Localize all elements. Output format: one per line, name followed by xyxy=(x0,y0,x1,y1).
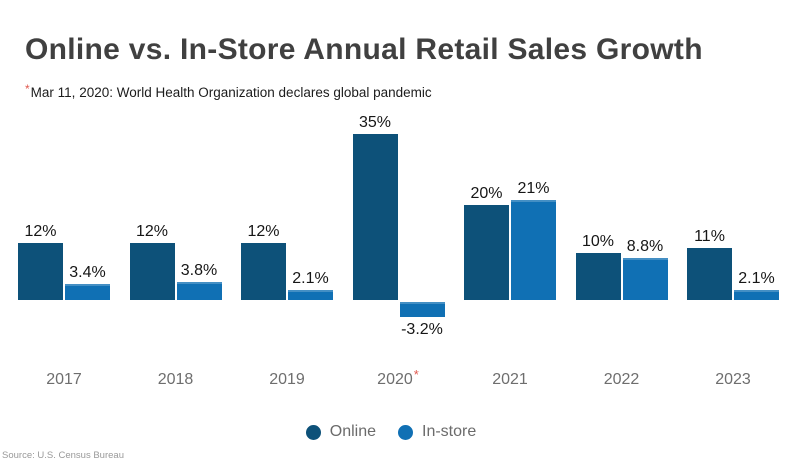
annotation-text: Mar 11, 2020: World Health Organization … xyxy=(30,85,432,100)
bar-online-2021 xyxy=(464,205,509,300)
x-axis-label-2017: 2017 xyxy=(46,371,82,388)
value-label-instore-2020: -3.2% xyxy=(401,321,443,339)
pandemic-annotation: *Mar 11, 2020: World Health Organization… xyxy=(25,82,432,100)
x-axis-label-2023: 2023 xyxy=(715,371,751,388)
x-axis-label-2020: 2020* xyxy=(377,367,419,388)
value-label-instore-2022: 8.8% xyxy=(626,238,664,256)
bar-instore-2021 xyxy=(511,200,556,300)
bar-online-2020 xyxy=(352,134,398,300)
value-label-online-2020: 35% xyxy=(358,114,392,132)
online-legend-dot-icon xyxy=(305,424,321,440)
bar-online-2018 xyxy=(129,243,175,300)
annotation-asterisk: * xyxy=(25,82,30,96)
value-label-online-2022: 10% xyxy=(581,232,615,250)
x-axis-label-2022: 2022 xyxy=(603,371,640,388)
x-axis-label-2019: 2019 xyxy=(269,371,305,388)
value-label-online-2021: 20% xyxy=(470,185,503,203)
bar-online-2019 xyxy=(241,243,286,300)
bar-instore-2017 xyxy=(65,283,110,300)
legend: Online In-store xyxy=(0,421,782,443)
legend-item-instore: In-store xyxy=(398,423,476,441)
instore-legend-dot-icon xyxy=(398,424,413,440)
value-label-online-2019: 12% xyxy=(247,223,280,241)
chart-title: Online vs. In-Store Annual Retail Sales … xyxy=(25,33,703,66)
value-label-online-2017: 12% xyxy=(24,223,57,241)
bar-instore-2020 xyxy=(399,302,445,318)
legend-item-online: Online xyxy=(305,423,376,441)
value-label-instore-2021: 21% xyxy=(517,180,550,198)
value-label-instore-2019: 2.1% xyxy=(292,270,329,288)
value-label-instore-2023: 2.1% xyxy=(738,270,775,288)
x-axis-label-2018: 2018 xyxy=(157,371,194,388)
legend-label-instore: In-store xyxy=(422,423,477,440)
bar-instore-2018 xyxy=(176,281,222,300)
bar-online-2022 xyxy=(575,252,621,300)
bar-online-2023 xyxy=(687,247,732,300)
bar-online-2017 xyxy=(18,243,63,300)
x-label-asterisk: * xyxy=(413,367,419,382)
value-label-instore-2017: 3.4% xyxy=(69,263,106,281)
value-label-online-2018: 12% xyxy=(135,223,169,241)
bar-instore-2022 xyxy=(622,258,668,300)
bar-instore-2019 xyxy=(288,290,333,300)
value-label-instore-2018: 3.8% xyxy=(180,261,218,279)
source-note: Source: U.S. Census Bureau xyxy=(2,450,124,461)
bar-instore-2023 xyxy=(734,290,779,300)
legend-label-online: Online xyxy=(329,423,376,440)
value-label-online-2023: 11% xyxy=(694,227,725,245)
x-axis-label-2021: 2021 xyxy=(492,371,528,388)
